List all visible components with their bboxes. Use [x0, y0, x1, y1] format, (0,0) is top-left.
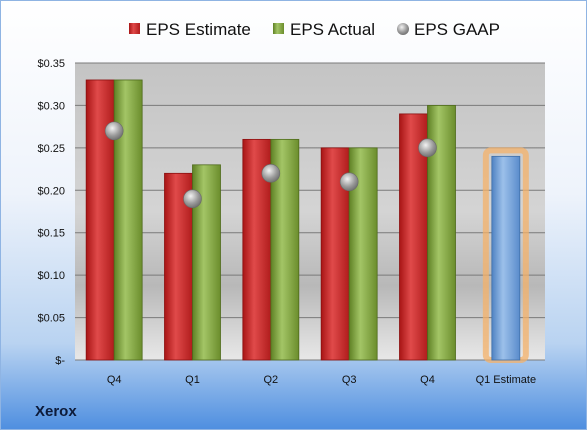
y-tick-label: $0.05: [37, 313, 65, 325]
y-tick-label: $0.30: [37, 100, 65, 112]
dot-eps-gaap: [104, 121, 124, 141]
legend-label: EPS Actual: [290, 20, 375, 39]
x-axis-ticks: Q4 Q1 Q2 Q3 Q4 Q1 Estimate: [107, 374, 536, 386]
y-tick-label: $0.15: [37, 228, 65, 240]
grid-lines: [75, 62, 545, 361]
plot-area: [75, 63, 545, 360]
dot-eps-gaap: [339, 172, 359, 192]
legend-swatch: [129, 23, 140, 34]
x-tick-label: Q1: [185, 374, 200, 386]
legend: EPS Estimate EPS Actual EPS GAAP: [129, 20, 500, 39]
dot-eps-gaap: [261, 164, 281, 183]
y-tick-label: $0.25: [37, 143, 65, 155]
y-tick-label: $-: [55, 355, 65, 367]
x-tick-label: Q2: [263, 374, 278, 386]
y-tick-label: $0.35: [37, 58, 65, 70]
x-tick-label: Q4: [420, 374, 435, 386]
x-tick-label: Q4: [107, 374, 122, 386]
legend-swatch: [397, 23, 409, 35]
dot-eps-gaap: [418, 138, 437, 158]
legend-label: EPS Estimate: [146, 20, 251, 39]
gaap-dots: [104, 121, 437, 209]
bar-eps-forecast: [491, 155, 521, 361]
y-axis-ticks: $- $0.05 $0.10 $0.15 $0.20 $0.25 $0.30 $0.35: [37, 58, 65, 367]
legend-label: EPS GAAP: [414, 20, 500, 39]
dot-eps-gaap: [183, 189, 202, 209]
bar-eps-estimate: [85, 79, 115, 361]
company-name: Xerox: [35, 403, 77, 420]
x-tick-label: Q1 Estimate: [476, 374, 537, 386]
x-tick-label: Q3: [342, 374, 357, 386]
y-tick-label: $0.10: [37, 270, 65, 282]
legend-swatch: [273, 23, 284, 34]
y-tick-label: $0.20: [37, 185, 65, 197]
bar-eps-actual: [113, 79, 143, 361]
